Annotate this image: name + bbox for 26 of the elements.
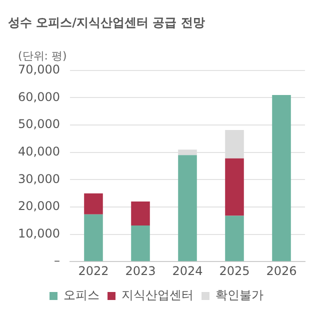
y-tick-label: 30,000 <box>18 172 60 186</box>
bar <box>225 158 244 216</box>
bar <box>225 216 244 262</box>
chart-title: 성수 오피스/지식산업센터 공급 전망 <box>8 15 205 30</box>
y-tick-label: 70,000 <box>18 62 60 77</box>
bar <box>272 94 291 262</box>
x-tick-label: 2024 <box>172 264 203 278</box>
x-tick-label: 2022 <box>78 264 109 278</box>
legend-label: 오피스 <box>64 288 100 302</box>
bar <box>84 193 103 214</box>
bar <box>178 155 197 262</box>
bar <box>131 202 150 226</box>
x-tick-label: 2026 <box>266 264 297 278</box>
y-axis-title: (단위: 평) <box>18 49 67 62</box>
legend-label: 지식산업센터 <box>122 288 194 302</box>
x-tick-label: 2023 <box>125 264 156 278</box>
x-tick-label: 2025 <box>219 264 250 278</box>
y-tick-label: 40,000 <box>18 144 60 158</box>
y-tick-label: – <box>54 254 60 268</box>
bar <box>131 226 150 262</box>
legend-label: 확인불가 <box>216 288 264 302</box>
y-tick-label: 50,000 <box>18 117 60 132</box>
bar <box>84 214 103 262</box>
y-tick-label: 20,000 <box>18 199 60 214</box>
y-tick-label: 10,000 <box>18 226 60 240</box>
y-tick-label: 60,000 <box>18 90 60 104</box>
